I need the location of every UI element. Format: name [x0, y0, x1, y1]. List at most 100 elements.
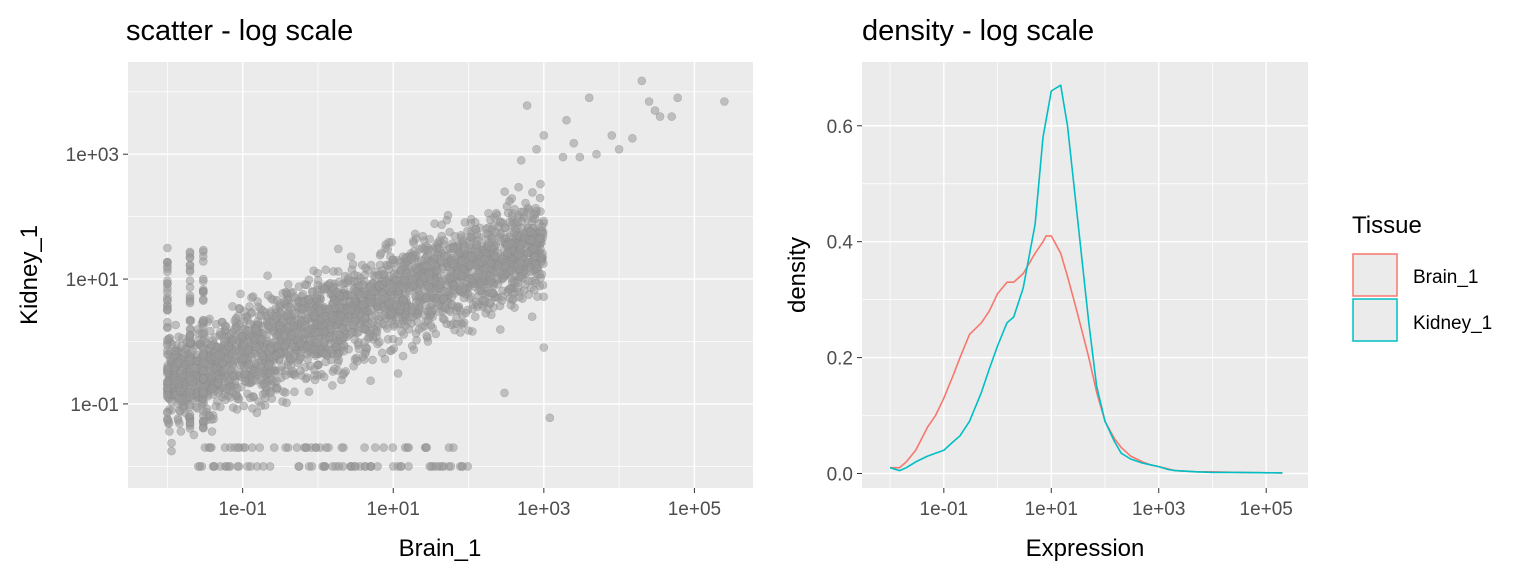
scatter-point	[367, 377, 375, 385]
scatter-point	[460, 246, 468, 254]
legend-key-kidney	[1353, 299, 1397, 341]
scatter-point	[175, 420, 183, 428]
scatter-point	[241, 370, 249, 378]
scatter-point	[496, 326, 504, 334]
scatter-point	[280, 332, 288, 340]
scatter-point	[381, 355, 389, 363]
scatter-point	[367, 462, 375, 470]
scatter-point	[423, 332, 431, 340]
scatter-point	[529, 244, 537, 252]
scatter-point	[481, 284, 489, 292]
scatter-point	[310, 312, 318, 320]
scatter-y-tick-label: 1e-01	[70, 395, 119, 416]
scatter-point	[508, 194, 516, 202]
scatter-point	[498, 297, 506, 305]
scatter-point	[233, 324, 241, 332]
scatter-point	[246, 394, 254, 402]
scatter-point	[366, 306, 374, 314]
scatter-point	[171, 347, 179, 355]
scatter-point	[330, 365, 338, 373]
scatter-point	[397, 266, 405, 274]
scatter-point	[389, 444, 397, 452]
scatter-point	[441, 287, 449, 295]
scatter-point	[467, 275, 475, 283]
scatter-point	[288, 343, 296, 351]
scatter-point	[501, 188, 509, 196]
scatter-point	[199, 275, 207, 283]
scatter-point	[248, 444, 256, 452]
scatter-point	[524, 277, 532, 285]
scatter-point	[459, 462, 467, 470]
scatter-point	[405, 325, 413, 333]
scatter-point	[163, 347, 171, 355]
scatter-point	[377, 249, 385, 257]
scatter-y-axis: 1e-01 1e+01 1e+03	[66, 145, 128, 416]
scatter-point	[388, 346, 396, 354]
scatter-point	[488, 289, 496, 297]
scatter-point	[431, 220, 439, 228]
scatter-point	[276, 322, 284, 330]
scatter-point	[499, 274, 507, 282]
scatter-x-axis-title: Brain_1	[399, 535, 482, 562]
scatter-x-tick-label: 1e-01	[218, 499, 267, 520]
scatter-point	[407, 254, 415, 262]
scatter-point	[473, 248, 481, 256]
density-y-tick-label: 0.0	[827, 465, 853, 486]
scatter-point	[540, 131, 548, 139]
scatter-point	[186, 283, 194, 291]
density-x-tick-label: 1e+03	[1132, 499, 1185, 520]
legend-key-brain	[1353, 254, 1397, 296]
scatter-point	[265, 362, 273, 370]
scatter-point	[235, 462, 243, 470]
scatter-point	[388, 309, 396, 317]
scatter-point	[433, 462, 441, 470]
scatter-point	[410, 346, 418, 354]
scatter-point	[301, 321, 309, 329]
scatter-point	[322, 266, 330, 274]
scatter-point	[522, 199, 530, 207]
scatter-point	[186, 249, 194, 257]
scatter-point	[252, 360, 260, 368]
scatter-point	[259, 352, 267, 360]
legend: Tissue Brain_1 Kidney_1	[1352, 212, 1492, 341]
scatter-point	[178, 334, 186, 342]
scatter-point	[520, 287, 528, 295]
scatter-point	[456, 307, 464, 315]
scatter-point	[172, 321, 180, 329]
scatter-point	[264, 322, 272, 330]
scatter-point	[186, 388, 194, 396]
scatter-point	[349, 260, 357, 268]
scatter-point	[296, 354, 304, 362]
scatter-x-tick-label: 1e+01	[367, 499, 420, 520]
scatter-point	[384, 335, 392, 343]
scatter-point	[168, 447, 176, 455]
scatter-point	[163, 244, 171, 252]
scatter-point	[186, 375, 194, 383]
scatter-point	[438, 232, 446, 240]
scatter-point	[444, 211, 452, 219]
scatter-point	[396, 258, 404, 266]
scatter-point	[492, 209, 500, 217]
scatter-point	[426, 235, 434, 243]
scatter-point	[254, 298, 262, 306]
scatter-point	[369, 356, 377, 364]
scatter-point	[432, 330, 440, 338]
scatter-point	[298, 305, 306, 313]
scatter-point	[163, 280, 171, 288]
scatter-point	[272, 352, 280, 360]
scatter-point	[410, 239, 418, 247]
scatter-point	[494, 222, 502, 230]
scatter-point	[374, 340, 382, 348]
scatter-point	[423, 262, 431, 270]
scatter-point	[163, 258, 171, 266]
scatter-point	[320, 373, 328, 381]
scatter-point	[533, 207, 541, 215]
scatter-point	[358, 301, 366, 309]
scatter-point	[371, 444, 379, 452]
scatter-point	[449, 245, 457, 253]
scatter-point	[523, 216, 531, 224]
scatter-point	[398, 320, 406, 328]
scatter-point	[338, 444, 346, 452]
scatter-point	[280, 298, 288, 306]
scatter-point	[506, 218, 514, 226]
